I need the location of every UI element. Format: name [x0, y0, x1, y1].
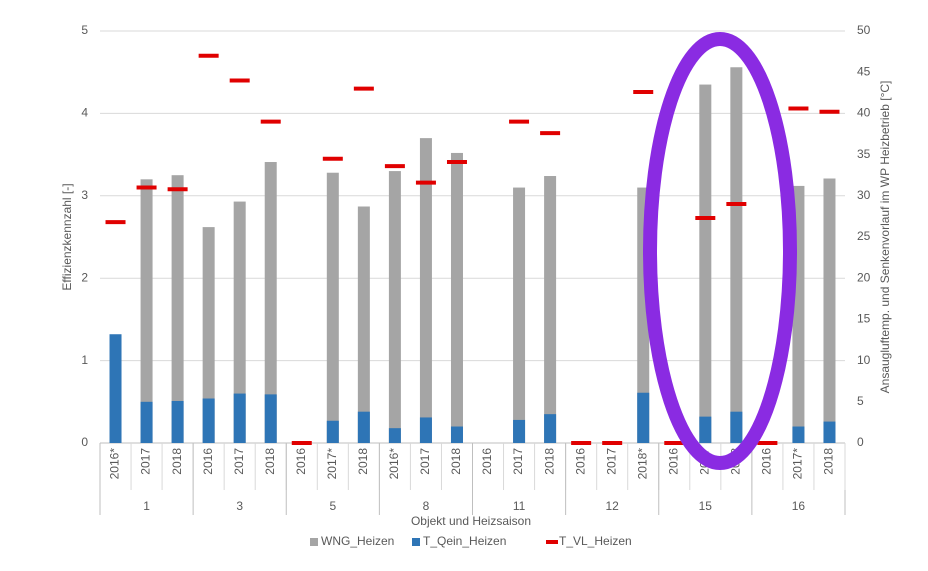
group-label: 5	[329, 499, 336, 513]
bar	[513, 419, 526, 443]
bar	[233, 393, 246, 443]
y2-tick-label: 40	[857, 106, 871, 120]
legend-swatch	[310, 538, 318, 546]
bar	[513, 187, 526, 443]
group-label: 8	[423, 499, 430, 513]
y2-tick-label: 30	[857, 188, 871, 202]
x-tick-label: 2016	[480, 448, 494, 475]
x-tick-label: 2016*	[387, 448, 401, 480]
group-label: 15	[699, 499, 713, 513]
bar	[357, 206, 370, 443]
x-tick-label: 2017	[232, 448, 246, 475]
y-title: Effizienzkennzahl [-]	[60, 183, 74, 290]
group-label: 16	[792, 499, 806, 513]
x-tick-label: 2016	[573, 448, 587, 475]
bar	[544, 414, 557, 443]
bar	[450, 426, 463, 443]
x-tick-label: 2017	[139, 448, 153, 475]
bar	[202, 398, 215, 443]
y-tick-label: 2	[81, 270, 88, 284]
bar	[637, 392, 650, 443]
x-tick-label: 2018	[263, 448, 277, 475]
y2-tick-label: 35	[857, 147, 871, 161]
bar	[823, 178, 836, 443]
bar	[233, 201, 246, 443]
y2-tick-label: 45	[857, 64, 871, 78]
y-tick-label: 3	[81, 188, 88, 202]
x-tick-label: 2017*	[325, 448, 339, 480]
y-tick-label: 0	[81, 435, 88, 449]
bar	[264, 394, 277, 443]
x-tick-label: 2017	[604, 448, 618, 475]
bar	[140, 179, 153, 443]
bar	[357, 411, 370, 443]
legend-label: T_VL_Heizen	[559, 534, 632, 548]
bar	[388, 171, 401, 443]
legend-label: T_Qein_Heizen	[423, 534, 506, 548]
y2-title: Ansaugluftemp. und Senkenvorlauf im WP H…	[878, 81, 892, 394]
y2-tick-label: 20	[857, 270, 871, 284]
bar	[388, 428, 401, 443]
y2-tick-label: 5	[857, 394, 864, 408]
y-tick-label: 1	[81, 353, 88, 367]
bar	[730, 67, 743, 444]
x-tick-label: 2018	[356, 448, 370, 475]
x-tick-label: 2018	[170, 448, 184, 475]
x-tick-label: 2017*	[791, 448, 805, 480]
group-label: 12	[606, 499, 620, 513]
bar	[699, 416, 712, 443]
x-tick-label: 2017	[418, 448, 432, 475]
x-tick-label: 2017	[511, 448, 525, 475]
group-label: 3	[236, 499, 243, 513]
group-label: 11	[513, 499, 526, 513]
bar	[171, 400, 184, 443]
x-title: Objekt und Heizsaison	[411, 514, 531, 528]
x-tick-label: 2018*	[635, 448, 649, 480]
y-tick-label: 5	[81, 23, 88, 37]
highlight-ellipse	[643, 32, 797, 470]
y2-tick-label: 50	[857, 23, 871, 37]
bar	[730, 411, 743, 443]
x-tick-label: 2018	[542, 448, 556, 475]
group-label: 1	[143, 499, 150, 513]
bar	[140, 401, 153, 443]
x-tick-label: 2016	[294, 448, 308, 475]
bar	[419, 417, 432, 443]
bar	[171, 175, 184, 443]
x-tick-label: 2016	[760, 448, 774, 475]
bar	[544, 176, 557, 444]
bar	[326, 172, 339, 443]
x-tick-label: 2018	[822, 448, 836, 475]
bar	[699, 84, 712, 443]
bar	[419, 138, 432, 443]
bar	[109, 334, 122, 443]
bar	[264, 162, 277, 444]
y2-tick-label: 25	[857, 229, 871, 243]
bar	[823, 421, 836, 443]
y2-tick-label: 15	[857, 312, 871, 326]
x-tick-label: 2016	[666, 448, 680, 475]
y-tick-label: 4	[81, 106, 88, 120]
x-tick-label: 2016*	[108, 448, 122, 480]
bar	[202, 227, 215, 443]
x-tick-label: 2016	[201, 448, 215, 475]
bar	[326, 420, 339, 443]
bar	[792, 426, 805, 443]
y2-tick-label: 10	[857, 353, 871, 367]
legend-label: WNG_Heizen	[321, 534, 394, 548]
legend-swatch	[412, 538, 420, 546]
y2-tick-label: 0	[857, 435, 864, 449]
x-tick-label: 2018	[449, 448, 463, 475]
bar	[450, 152, 463, 443]
